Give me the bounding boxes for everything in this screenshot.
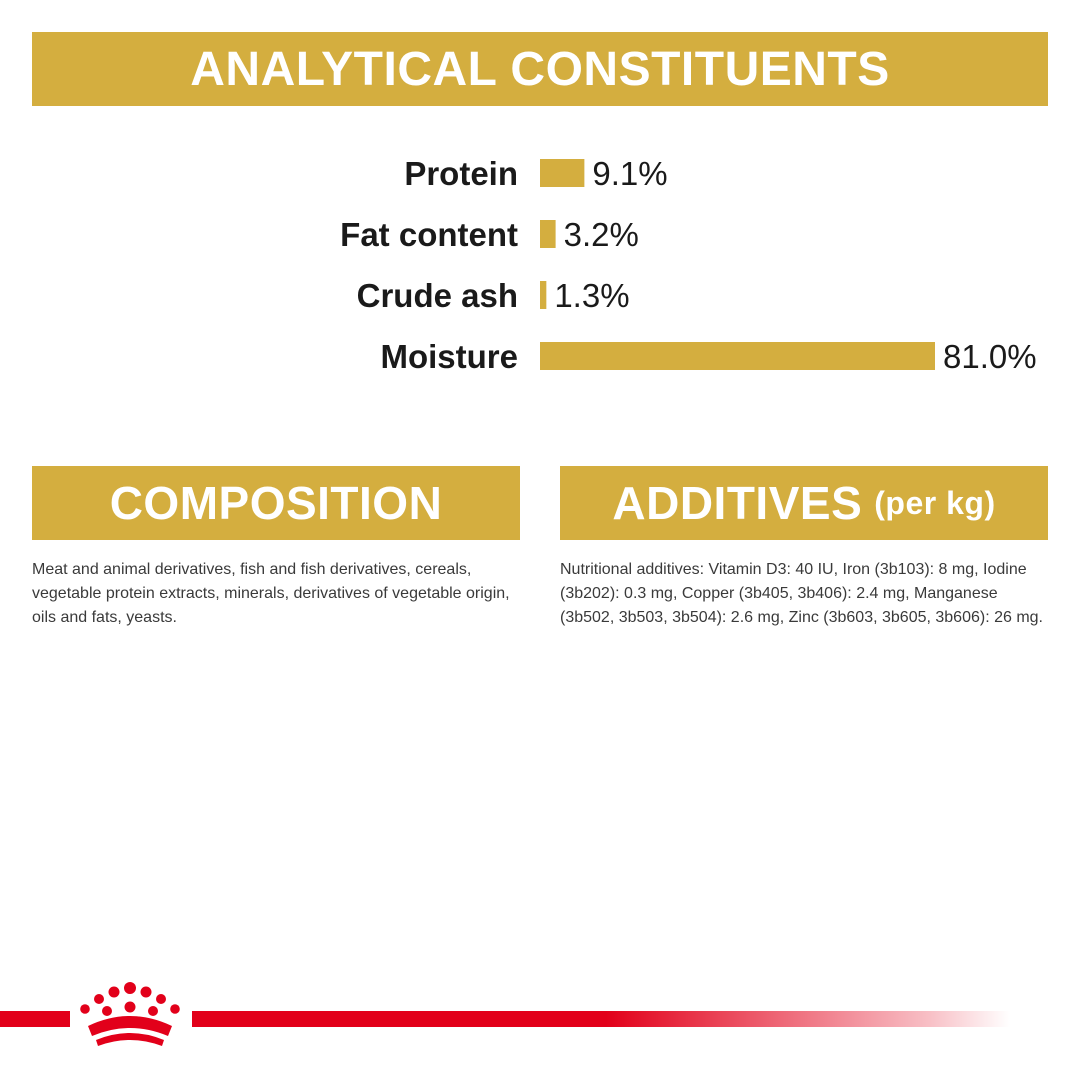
additives-subtitle: (per kg): [874, 484, 996, 521]
category-label-protein: Protein: [404, 155, 518, 192]
analytical-constituents-header: ANALYTICAL CONSTITUENTS: [32, 32, 1048, 106]
value-label-protein: 9.1%: [592, 155, 667, 192]
composition-title: COMPOSITION: [109, 477, 443, 529]
footer-brand-line: [0, 1011, 1010, 1027]
royal-canin-crown-icon: [80, 982, 180, 1046]
additives-header: ADDITIVES (per kg): [560, 466, 1048, 540]
bar-crude-ash: [540, 281, 547, 309]
additives-title: ADDITIVES: [612, 477, 863, 529]
value-label-moisture: 81.0%: [943, 338, 1037, 375]
analytical-constituents-chart: Protein 9.1% Fat content 3.2% Crude ash 1.3% M…: [340, 155, 1037, 375]
category-label-fat-content: Fat content: [340, 216, 518, 253]
bar-fat-content: [540, 220, 556, 248]
bar-protein: [540, 159, 585, 187]
category-label-crude-ash: Crude ash: [357, 277, 518, 314]
additives-text: Nutritional additives: Vitamin D3: 40 IU…: [560, 561, 1043, 626]
composition-text: Meat and animal derivatives, fish and fi…: [32, 561, 510, 626]
category-label-moisture: Moisture: [380, 338, 518, 375]
composition-header: COMPOSITION: [32, 466, 520, 540]
analytical-constituents-title: ANALYTICAL CONSTITUENTS: [190, 42, 890, 96]
value-label-fat-content: 3.2%: [564, 216, 639, 253]
value-label-crude-ash: 1.3%: [554, 277, 629, 314]
bar-moisture: [540, 342, 935, 370]
